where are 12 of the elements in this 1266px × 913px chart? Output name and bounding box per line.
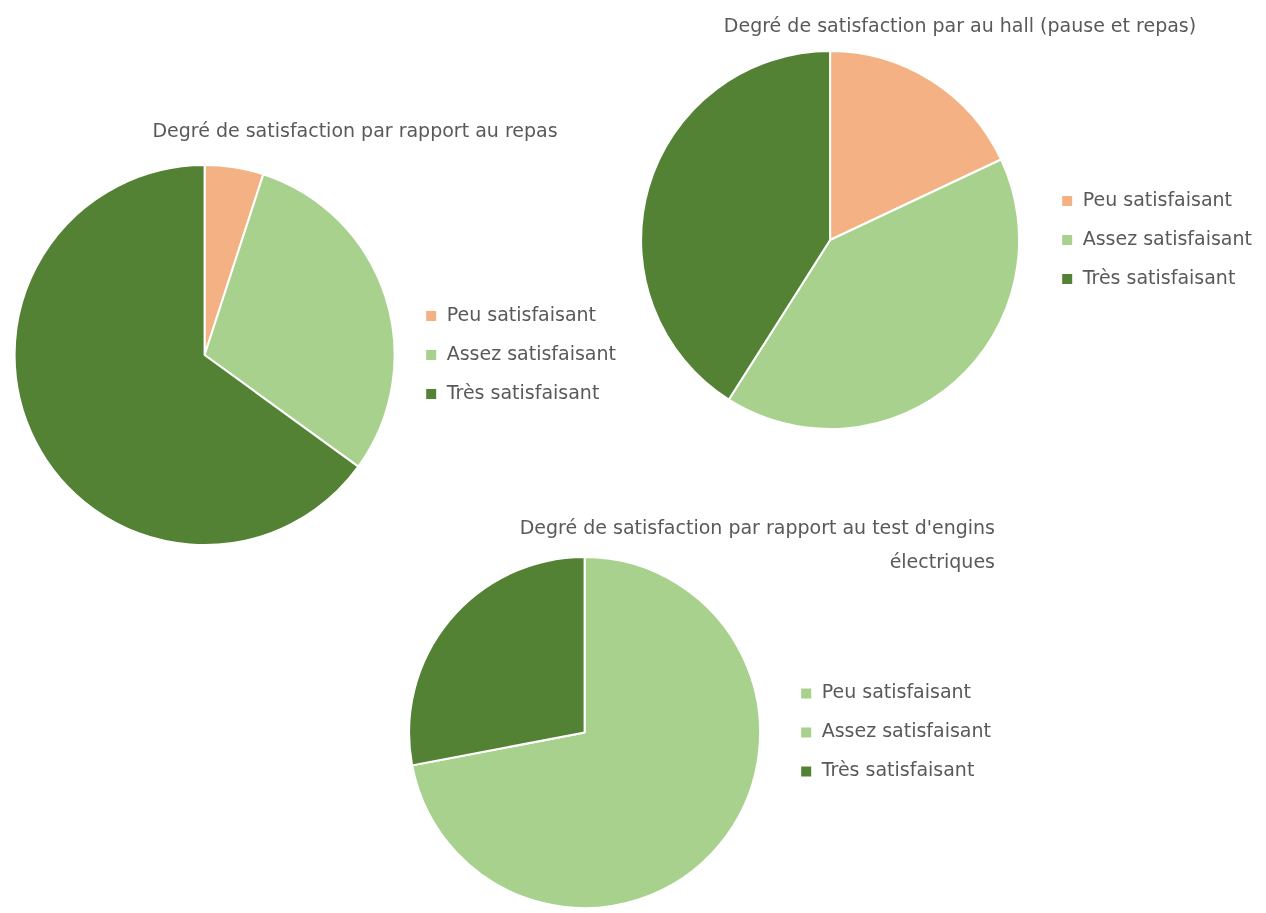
chart-title: Degré de satisfaction par au hall (pause et repas): [722, 13, 1198, 38]
legend-label: Assez satisfaisant: [821, 719, 991, 742]
legend-label: Peu satisfaisant: [821, 680, 972, 703]
legend-label: Très satisfaisant: [445, 380, 600, 403]
legend-label: Très satisfaisant: [1081, 265, 1236, 288]
chart-title: Degré de satisfaction par rapport au repas: [151, 118, 559, 143]
legend-label: Très satisfaisant: [820, 758, 975, 781]
chart-title: Degré de satisfaction par rapport au test d'engins électriques: [518, 515, 995, 574]
legend-label: Peu satisfaisant: [1082, 187, 1233, 210]
legend-label: Peu satisfaisant: [446, 302, 597, 325]
legend-label: Assez satisfaisant: [446, 341, 616, 364]
legend-label: Assez satisfaisant: [1082, 226, 1252, 249]
